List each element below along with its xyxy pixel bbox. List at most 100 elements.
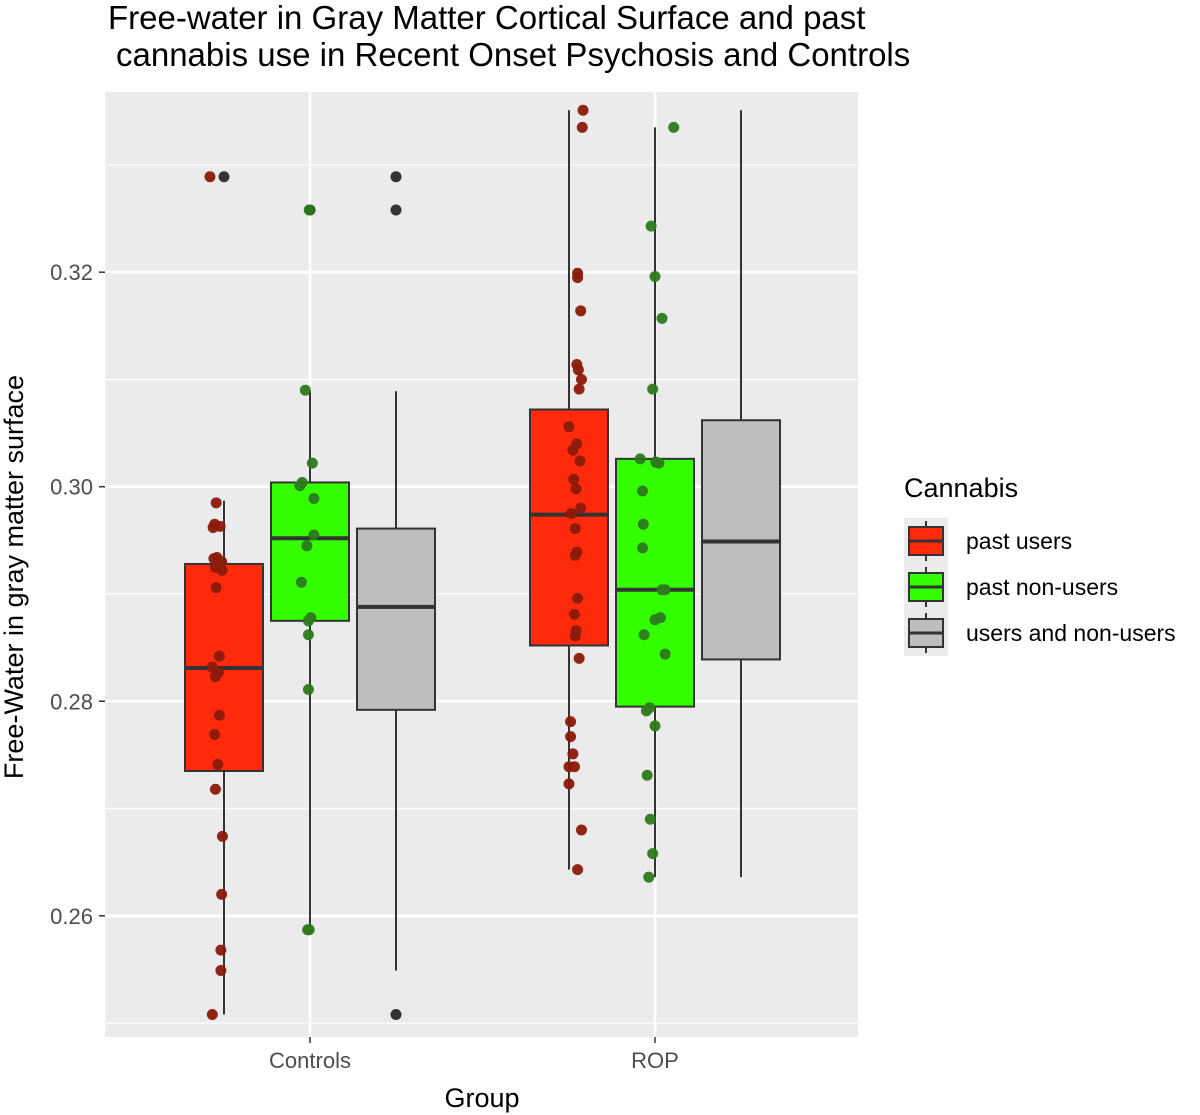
data-point: [668, 121, 680, 133]
data-point: [577, 104, 589, 116]
data-point: [299, 384, 311, 396]
data-point: [209, 783, 221, 795]
data-point: [207, 521, 219, 533]
data-point: [204, 171, 216, 183]
legend-label: past users: [966, 528, 1072, 554]
box-users-and-non-users-rop: [701, 110, 781, 878]
y-tick-label: 0.28: [50, 689, 93, 714]
data-point: [212, 759, 224, 771]
legend-item: past users: [904, 518, 1072, 564]
data-point: [216, 830, 228, 842]
box-iqr: [615, 457, 695, 708]
data-point: [206, 1008, 218, 1020]
data-point: [575, 373, 587, 385]
data-point: [638, 629, 650, 641]
data-point: [643, 871, 655, 883]
data-point: [656, 584, 668, 596]
data-point: [634, 453, 646, 465]
box-iqr: [529, 408, 609, 647]
data-point: [649, 270, 661, 282]
data-point: [574, 455, 586, 467]
data-point: [216, 564, 228, 576]
legend-item: past non-users: [904, 564, 1118, 610]
data-point: [637, 518, 649, 530]
y-tick-label: 0.32: [50, 260, 93, 285]
data-point: [302, 683, 314, 695]
y-tick-label: 0.26: [50, 904, 93, 929]
outlier-point: [218, 171, 230, 183]
data-point: [659, 648, 671, 660]
data-point: [302, 629, 314, 641]
data-point: [210, 582, 222, 594]
data-point: [653, 457, 665, 469]
data-point: [568, 608, 580, 620]
data-point: [575, 502, 587, 514]
data-point: [572, 364, 584, 376]
data-point: [572, 864, 584, 876]
data-point: [301, 540, 313, 552]
data-point: [644, 813, 656, 825]
data-point: [568, 473, 580, 485]
data-point: [563, 421, 575, 433]
data-point: [563, 761, 575, 773]
x-tick-label: Controls: [269, 1048, 351, 1073]
data-point: [215, 964, 227, 976]
outlier-point: [390, 204, 402, 216]
data-point: [572, 272, 584, 284]
data-point: [575, 824, 587, 836]
box-users-and-non-users-controls: [356, 171, 436, 1020]
x-axis-title: Group: [444, 1083, 519, 1113]
data-point: [640, 705, 652, 717]
legend: Cannabis past users past non-users users a…: [904, 473, 1176, 656]
data-point: [565, 508, 577, 520]
y-tick-label: 0.30: [50, 475, 93, 500]
data-point: [215, 944, 227, 956]
data-point: [649, 614, 661, 626]
axes: 0.26 0.28 0.30 0.32 Controls ROP: [50, 260, 679, 1073]
data-point: [567, 444, 579, 456]
legend-label: users and non-users: [966, 620, 1176, 646]
data-points: [204, 104, 680, 1020]
data-point: [216, 888, 228, 900]
data-point: [209, 671, 221, 683]
box-past-users-controls: [184, 171, 264, 1015]
data-point: [573, 652, 585, 664]
data-point: [569, 523, 581, 535]
x-tick-label: ROP: [631, 1048, 679, 1073]
data-point: [565, 716, 577, 728]
legend-item: users and non-users: [904, 610, 1176, 656]
data-point: [210, 497, 222, 509]
data-point: [569, 549, 581, 561]
data-point: [209, 729, 221, 741]
y-axis-title: Free-Water in gray matter surface: [0, 375, 29, 779]
data-point: [569, 630, 581, 642]
box-iqr: [356, 527, 436, 711]
data-point: [576, 121, 588, 133]
data-point: [295, 576, 307, 588]
data-point: [567, 748, 579, 760]
outlier-point: [390, 1008, 402, 1020]
data-point: [570, 483, 582, 495]
data-point: [641, 769, 653, 781]
data-point: [647, 848, 659, 860]
data-point: [303, 924, 315, 936]
data-point: [306, 457, 318, 469]
data-point: [637, 542, 649, 554]
chart-title-line-1: Free-water in Gray Matter Cortical Surfa…: [108, 0, 865, 36]
data-point: [308, 529, 320, 541]
data-point: [656, 312, 668, 324]
chart-title-line-2: cannabis use in Recent Onset Psychosis a…: [116, 36, 910, 73]
data-point: [575, 305, 587, 317]
data-point: [572, 592, 584, 604]
data-point: [647, 383, 659, 395]
data-point: [565, 731, 577, 743]
data-point: [563, 778, 575, 790]
data-point: [573, 383, 585, 395]
data-point: [213, 709, 225, 721]
outlier-point: [390, 171, 402, 183]
data-point: [303, 204, 315, 216]
data-point: [645, 220, 657, 232]
data-point: [213, 650, 225, 662]
